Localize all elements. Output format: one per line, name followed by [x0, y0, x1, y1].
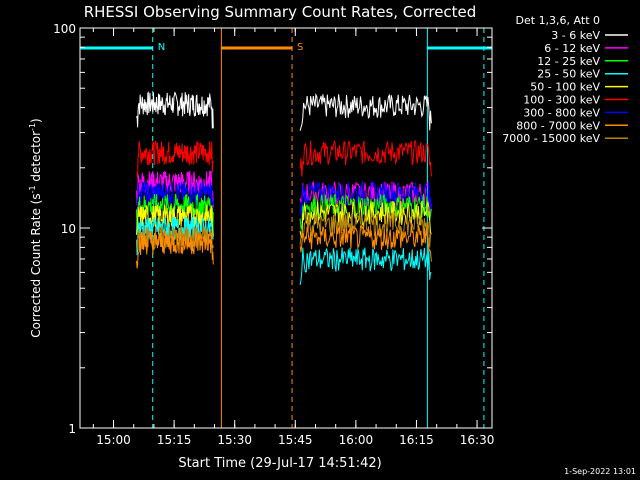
- axes-layer: 15:00 15:15 15:30 15:45 16:00 16:15 16:30 1 10 10…: [53, 22, 494, 447]
- chart-title: RHESSI Observing Summary Count Rates, Co…: [84, 3, 477, 21]
- y-tick-label-1: 10: [61, 222, 76, 236]
- y-axis-label-end: ): [29, 118, 43, 123]
- y-axis-label-sup1: -1: [28, 185, 37, 193]
- series-5-line-1: [299, 200, 432, 239]
- legend-label-3: 25 - 50 keV: [537, 68, 600, 81]
- legend-label-1: 6 - 12 keV: [544, 42, 600, 55]
- legend-label-2: 12 - 25 keV: [537, 55, 600, 68]
- y-axis-label: Corrected Count Rate (s-1 detector-1): [28, 118, 43, 337]
- x-tick-label-0: 15:00: [96, 433, 131, 447]
- x-tick-label-6: 16:30: [460, 433, 495, 447]
- x-tick-label-4: 16:00: [339, 433, 374, 447]
- legend-label-4: 50 - 100 keV: [530, 81, 600, 94]
- x-tick-label-2: 15:30: [217, 433, 252, 447]
- series-7-line-1: [299, 211, 432, 248]
- series-1-line-0: [136, 140, 214, 178]
- series-0-line-0: [136, 91, 214, 129]
- y-axis-label-sup2: -1: [28, 123, 37, 131]
- y-axis-label-mid: detector: [29, 131, 43, 186]
- legend-label-0: 3 - 6 keV: [551, 29, 600, 42]
- series-6-line-0: [136, 216, 214, 256]
- series-8-line-1: [299, 224, 432, 262]
- series-0-line-1: [299, 93, 432, 131]
- x-axis-label: Start Time (29-Jul-17 14:51:42): [178, 456, 381, 471]
- x-tick-label-1: 15:15: [157, 433, 192, 447]
- y-tick-label-0: 1: [68, 422, 76, 436]
- series-1-line-1: [299, 139, 432, 177]
- legend-label-6: 300 - 800 keV: [523, 106, 600, 119]
- series-8-line-0: [136, 230, 214, 269]
- flag-label-1: S: [297, 42, 303, 53]
- series-6-line-1: [299, 247, 432, 285]
- flag-label-0: N: [158, 42, 165, 53]
- series-2-line-0: [136, 170, 214, 208]
- legend-label-7: 800 - 7000 keV: [516, 119, 600, 132]
- x-tick-label-3: 15:45: [278, 433, 313, 447]
- series-layer: [136, 91, 432, 285]
- series-2-line-1: [299, 180, 432, 216]
- legend-label-8: 7000 - 15000 keV: [502, 132, 600, 145]
- y-axis-label-main: Corrected Count Rate (s: [29, 193, 43, 337]
- y-tick-label-2: 100: [53, 22, 76, 36]
- legend-label-5: 100 - 300 keV: [523, 94, 600, 107]
- footer-date: 1-Sep-2022 13:01: [564, 467, 636, 476]
- x-tick-label-5: 16:15: [399, 433, 434, 447]
- legend-header: Det 1,3,6, Att 0: [516, 14, 600, 27]
